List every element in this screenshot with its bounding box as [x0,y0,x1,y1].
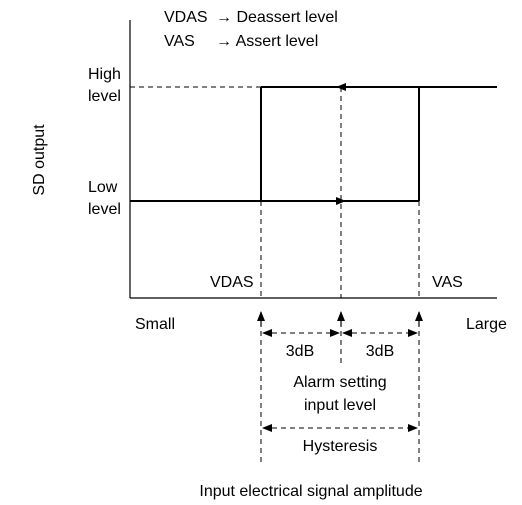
x-axis-label: Input electrical signal amplitude [199,483,422,500]
legend-text: → Deassert level [216,9,338,26]
threshold-label: VAS [432,274,463,291]
alarm-label: input level [304,397,376,414]
step-label: 3dB [366,343,394,360]
legend-symbol: VDAS [164,9,208,26]
legend-text: → Assert level [216,33,318,50]
direction-arrow [336,197,346,205]
level-label: level [88,88,121,105]
legend-symbol: VAS [164,33,195,50]
step-label: 3dB [286,343,314,360]
hysteresis-label: Hysteresis [303,438,378,455]
level-label: level [88,201,121,218]
y-axis-label: SD output [31,124,48,196]
level-label: Low [88,179,118,196]
threshold-label: VDAS [210,274,254,291]
level-label: High [88,66,121,83]
x-end-label: Large [466,316,507,333]
x-end-label: Small [135,316,175,333]
alarm-label: Alarm setting [293,374,386,391]
